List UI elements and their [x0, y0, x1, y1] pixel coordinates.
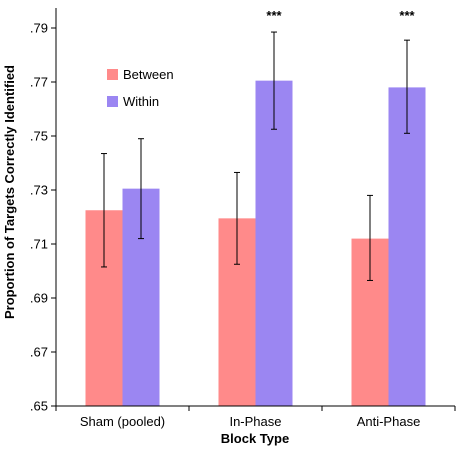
y-tick-label: .77	[30, 75, 48, 90]
legend-swatch-within	[107, 96, 118, 107]
x-ticks-layer: Sham (pooled) In-Phase Anti-Phase	[55, 406, 456, 429]
axes-layer	[55, 8, 455, 407]
y-tick-label: .71	[30, 237, 48, 252]
annotations-layer: *** ***	[266, 8, 415, 23]
y-tick-label: .79	[30, 21, 48, 36]
bar-within-2	[388, 87, 426, 407]
legend: Between Within	[107, 67, 174, 109]
y-tick-label: .73	[30, 183, 48, 198]
y-tick-label: .75	[30, 129, 48, 144]
legend-label-between: Between	[123, 67, 174, 82]
bar-within-1	[255, 80, 293, 407]
error-bars-layer	[101, 31, 410, 281]
significance-marker: ***	[266, 8, 282, 23]
legend-label-within: Within	[123, 94, 159, 109]
x-tick-label: Anti-Phase	[357, 414, 421, 429]
significance-marker: ***	[399, 8, 415, 23]
y-ticks-layer: .65 .67 .69 .71 .73 .75 .77 .79	[30, 21, 56, 414]
y-axis-title: Proportion of Targets Correctly Identifi…	[2, 65, 17, 319]
y-tick-label: .69	[30, 291, 48, 306]
y-tick-label: .65	[30, 399, 48, 414]
y-tick-label: .67	[30, 345, 48, 360]
bars-layer	[85, 80, 426, 407]
x-tick-label: Sham (pooled)	[80, 414, 165, 429]
legend-swatch-between	[107, 69, 118, 80]
x-tick-label: In-Phase	[229, 414, 281, 429]
x-axis-title: Block Type	[221, 431, 289, 446]
